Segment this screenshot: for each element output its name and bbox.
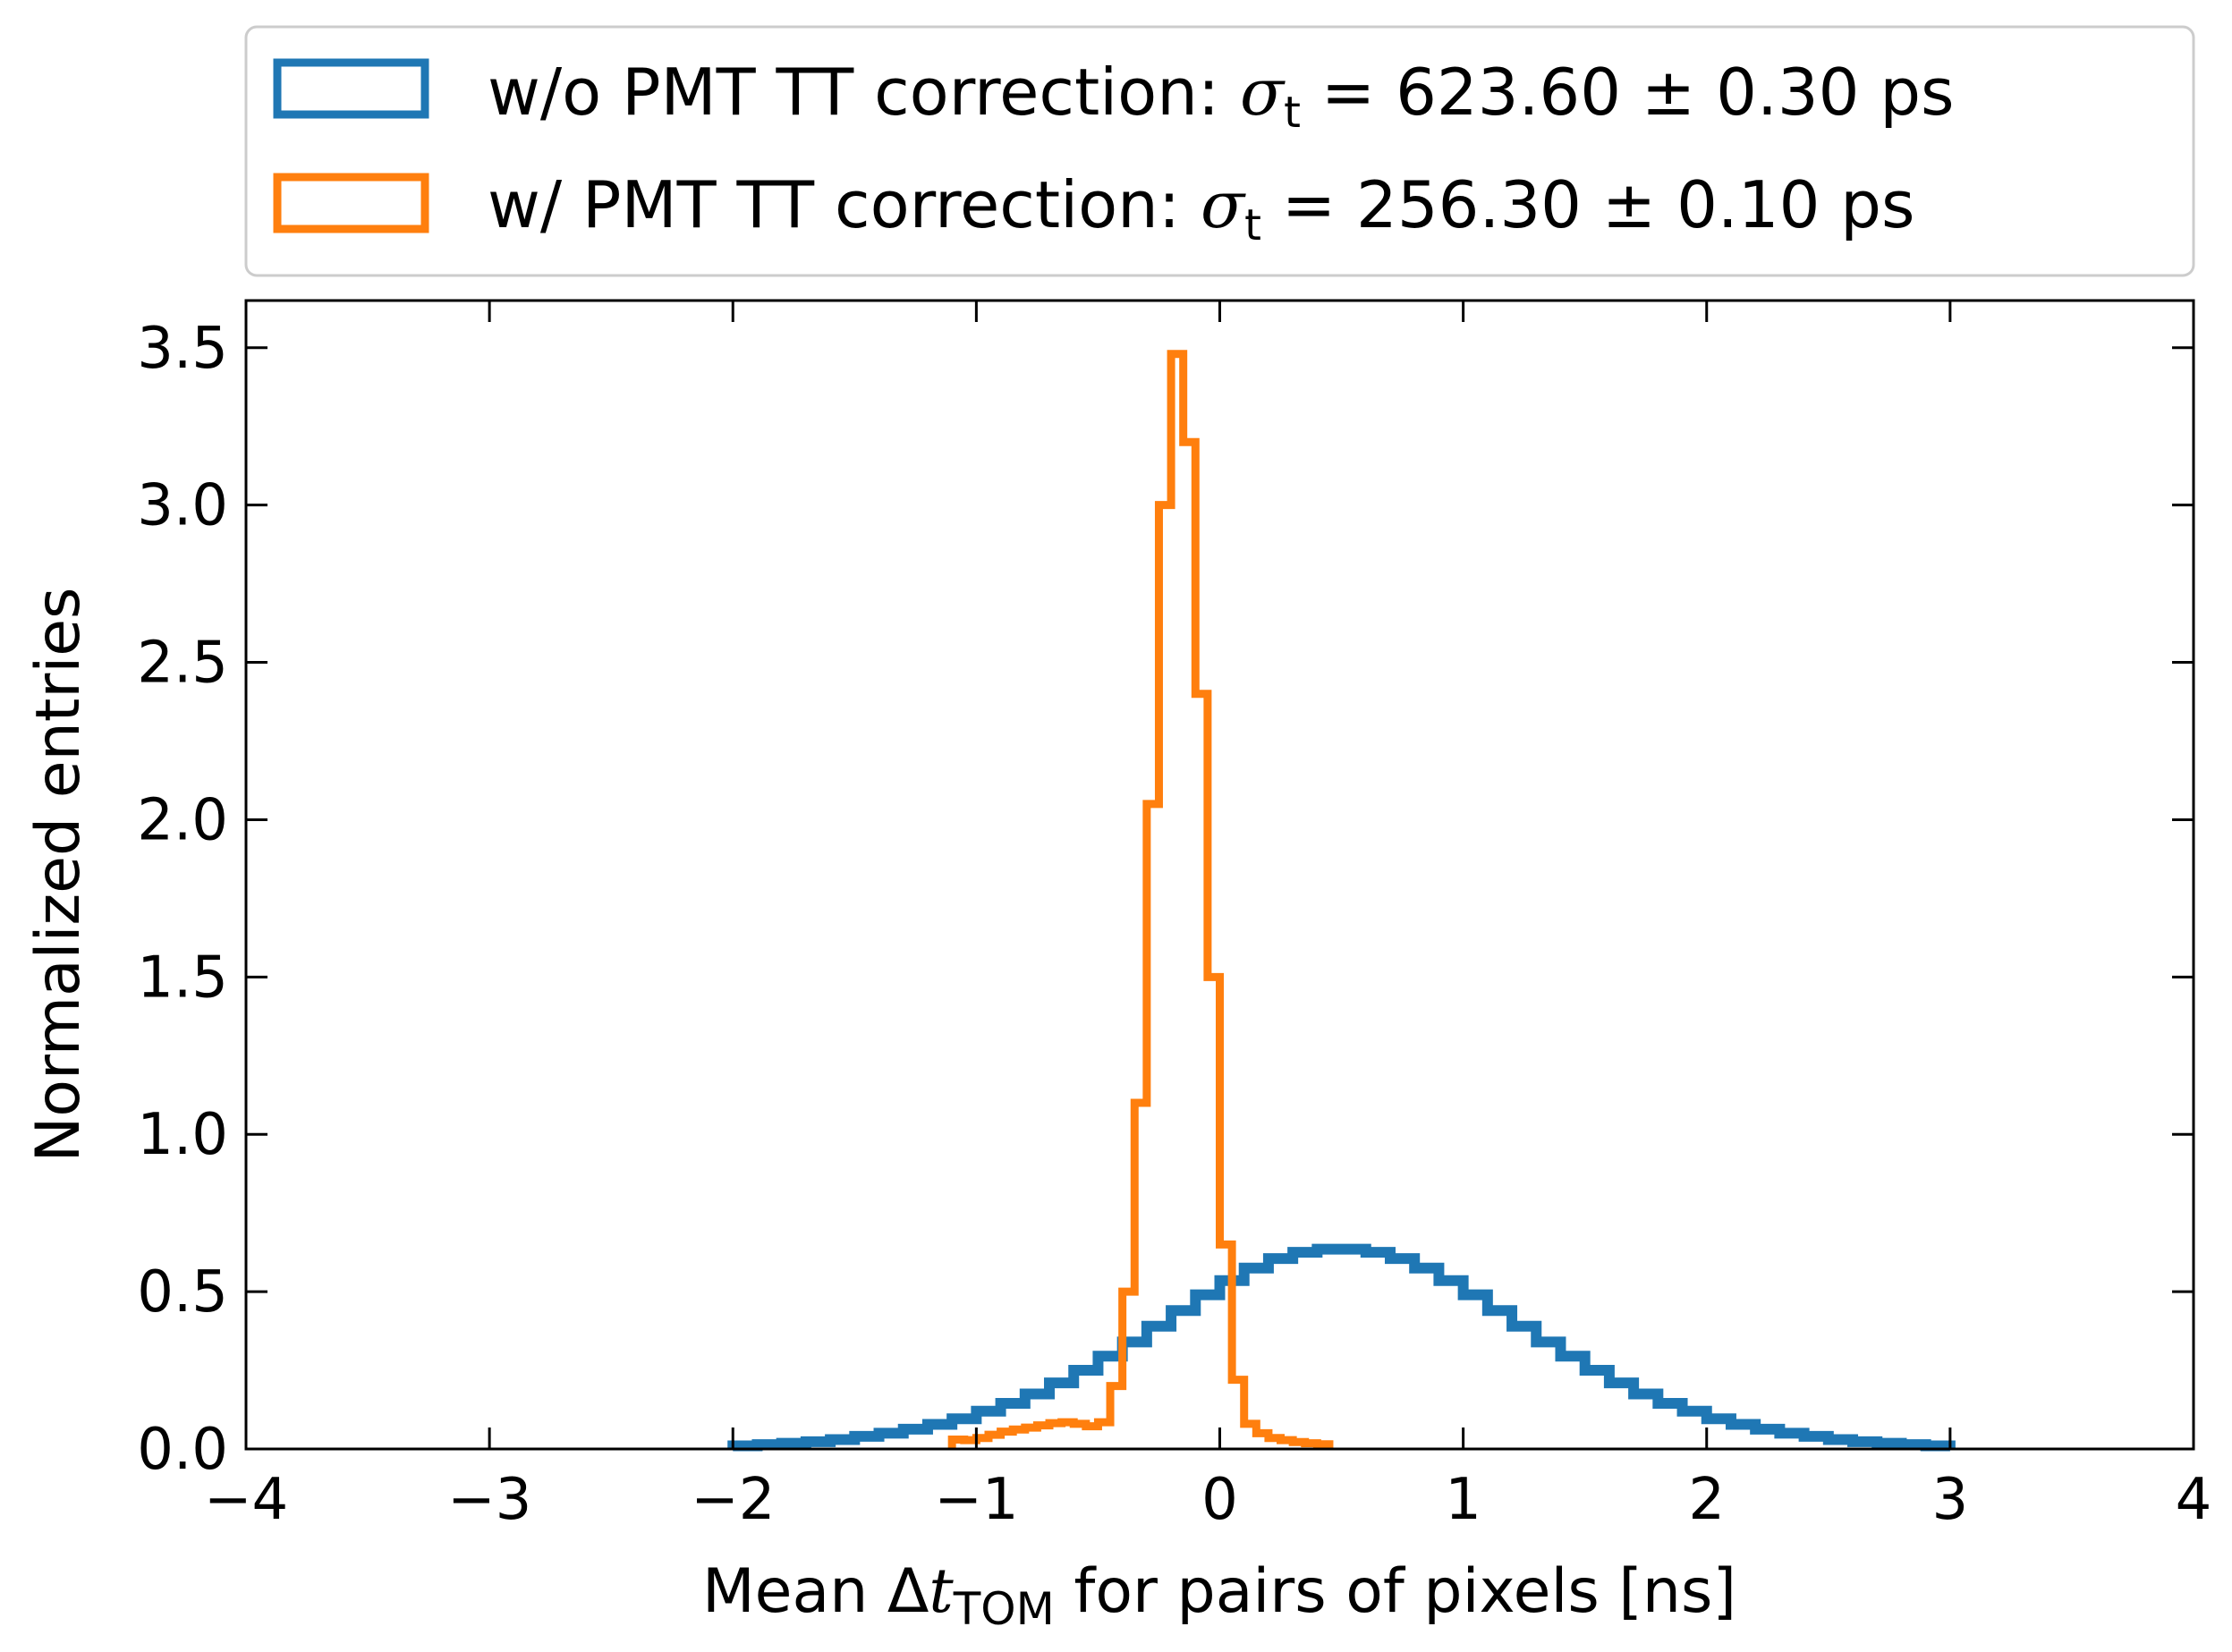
x-tick-label: 0 bbox=[1201, 1467, 1238, 1533]
y-tick-label: 2.0 bbox=[137, 787, 228, 853]
x-tick-label: 3 bbox=[1932, 1467, 1969, 1533]
y-tick-label: 3.0 bbox=[137, 473, 228, 539]
y-tick-label: 2.5 bbox=[137, 631, 228, 697]
legend-label-series-2: w/ PMT TT correction: σt = 256.30 ± 0.10… bbox=[488, 167, 1915, 250]
y-tick-label: 0.5 bbox=[137, 1259, 228, 1326]
x-tick-label: −3 bbox=[447, 1467, 531, 1533]
histogram-series-2 bbox=[947, 350, 1334, 1449]
histogram-series-1 bbox=[727, 1243, 1956, 1452]
series-layer bbox=[727, 350, 1956, 1452]
y-tick-label: 1.0 bbox=[137, 1102, 228, 1168]
y-axis-title: Normalized entries bbox=[23, 588, 94, 1163]
legend-box bbox=[244, 25, 2195, 277]
x-tick-label: −2 bbox=[691, 1467, 775, 1533]
legend: w/o PMT TT correction: σt = 623.60 ± 0.3… bbox=[244, 25, 2195, 277]
x-tick-label: −1 bbox=[934, 1467, 1018, 1533]
legend-swatch-series-2 bbox=[273, 173, 429, 233]
x-tick-label: −4 bbox=[204, 1467, 288, 1533]
legend-swatch-series-1 bbox=[273, 58, 429, 119]
legend-label-series-1: w/o PMT TT correction: σt = 623.60 ± 0.3… bbox=[488, 55, 1955, 138]
y-tick-label: 0.0 bbox=[137, 1417, 228, 1483]
y-tick-label: 1.5 bbox=[137, 945, 228, 1011]
y-tick-label: 3.5 bbox=[137, 316, 228, 382]
tick-layer: −4 −3 −2 −1 0 1 2 3 4 0.0 0.5 1.0 1.5 2.0 2.5 3.0 3.5 bbox=[137, 301, 2211, 1533]
x-axis-title: Mean ΔtTOM for pairs of pixels [ns] bbox=[702, 1556, 1736, 1635]
x-tick-label: 4 bbox=[2176, 1467, 2212, 1533]
x-tick-label: 1 bbox=[1445, 1467, 1481, 1533]
x-tick-label: 2 bbox=[1688, 1467, 1725, 1533]
